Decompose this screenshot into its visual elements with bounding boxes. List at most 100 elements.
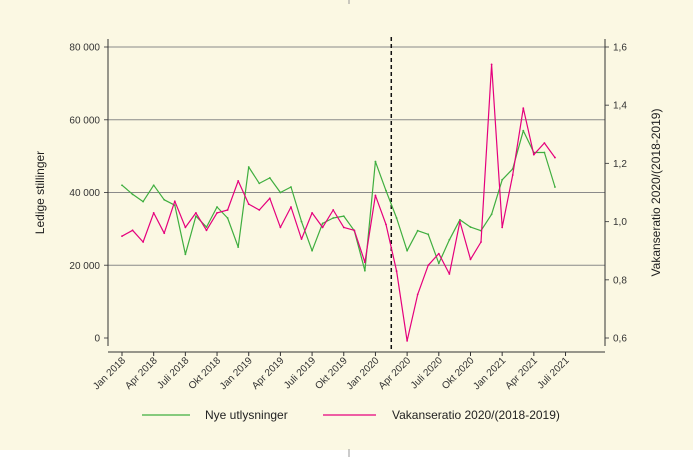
data-point (363, 261, 366, 264)
y-left-tick-label: 20 000 (69, 261, 100, 272)
data-point (142, 200, 145, 203)
data-point (374, 194, 377, 197)
y-left-tick-label: 40 000 (69, 188, 100, 199)
x-tick-label: Jan 2019 (218, 355, 255, 392)
data-point (385, 223, 387, 226)
data-point (152, 211, 155, 214)
data-point (258, 209, 261, 211)
data-point (437, 252, 440, 255)
data-point (131, 193, 134, 196)
data-point (395, 217, 398, 219)
data-point (543, 151, 546, 154)
data-point (121, 184, 123, 187)
data-point (406, 249, 409, 252)
x-tick-label: Jan 2021 (471, 355, 508, 392)
series-line-vakanseratio (121, 63, 556, 342)
data-point (195, 211, 197, 214)
chart-panel (0, 0, 693, 450)
y-right-axis-title: Vakanseratio 2020/(2018-2019) (649, 109, 663, 277)
data-point (173, 204, 176, 207)
data-point (300, 238, 303, 240)
data-point (216, 211, 218, 214)
data-point (554, 186, 556, 188)
x-tick-label: Jan 2020 (345, 355, 382, 392)
data-point (163, 232, 166, 235)
legend-label-vakanseratio: Vakanseratio 2020/(2018-2019) (392, 408, 560, 422)
data-point (279, 191, 282, 194)
y-right-tick-label: 1,0 (613, 217, 627, 228)
data-point (290, 186, 292, 188)
data-point (290, 206, 292, 208)
data-point (522, 107, 525, 110)
data-point (226, 209, 229, 211)
data-point (469, 226, 472, 228)
data-point (353, 229, 356, 232)
data-point (247, 203, 250, 206)
x-tick-label: Juli 2019 (282, 355, 318, 391)
data-point (184, 253, 187, 256)
data-point (173, 200, 176, 203)
data-point (501, 178, 504, 181)
data-point (437, 262, 440, 265)
data-point (268, 177, 271, 179)
x-tick-label: Apr 2021 (503, 355, 540, 392)
data-point (522, 129, 525, 132)
data-point (448, 273, 451, 275)
data-point (332, 209, 335, 211)
data-point (268, 197, 271, 200)
y-right-tick-label: 0,8 (613, 275, 627, 286)
data-point (511, 174, 514, 176)
y-left-tick-label: 60 000 (69, 115, 100, 126)
data-point (258, 182, 261, 185)
data-point (184, 226, 187, 229)
data-point (311, 249, 313, 252)
series-line-nye-utlysninger (121, 130, 556, 272)
x-tick-label: Jan 2018 (91, 355, 128, 392)
y-right-tick-label: 1,6 (613, 43, 627, 54)
data-point (279, 226, 282, 229)
data-point (490, 63, 493, 66)
data-point (395, 270, 398, 272)
data-point (427, 264, 430, 267)
data-point (427, 233, 430, 236)
x-tick-label: Okt 2019 (313, 355, 350, 392)
data-point (448, 238, 451, 241)
x-tick-label: Apr 2018 (123, 355, 160, 392)
y-right-tick-label: 0,6 (613, 334, 627, 345)
data-point (226, 217, 229, 219)
data-point (300, 220, 303, 223)
data-point (342, 226, 345, 229)
data-point (311, 211, 313, 214)
data-point (152, 184, 155, 187)
data-point (342, 215, 345, 218)
data-point (554, 156, 556, 159)
data-point (131, 229, 134, 232)
y-right-tick-label: 1,2 (613, 159, 627, 170)
y-left-tick-label: 0 (94, 334, 100, 345)
data-point (205, 229, 208, 232)
data-point (501, 226, 504, 229)
x-tick-label: Juli 2021 (536, 355, 572, 391)
legend-label-nye-utlysninger: Nye utlysninger (205, 408, 288, 422)
data-point (237, 246, 240, 248)
data-point (321, 226, 324, 229)
x-tick-label: Okt 2020 (440, 355, 477, 392)
y-right-tick-label: 1,4 (613, 101, 627, 112)
data-point (247, 166, 250, 168)
data-point (459, 220, 461, 223)
data-point (321, 222, 324, 225)
data-point (406, 340, 409, 342)
data-point (163, 198, 166, 201)
x-tick-label: Apr 2019 (250, 355, 287, 392)
data-point (142, 241, 145, 243)
data-point (543, 142, 546, 144)
data-point (416, 229, 419, 232)
data-point (216, 206, 218, 208)
data-point (237, 179, 240, 182)
data-point (532, 153, 535, 156)
y-left-tick-label: 80 000 (69, 43, 100, 54)
data-point (374, 160, 377, 163)
data-point (332, 217, 335, 219)
data-point (469, 258, 472, 261)
